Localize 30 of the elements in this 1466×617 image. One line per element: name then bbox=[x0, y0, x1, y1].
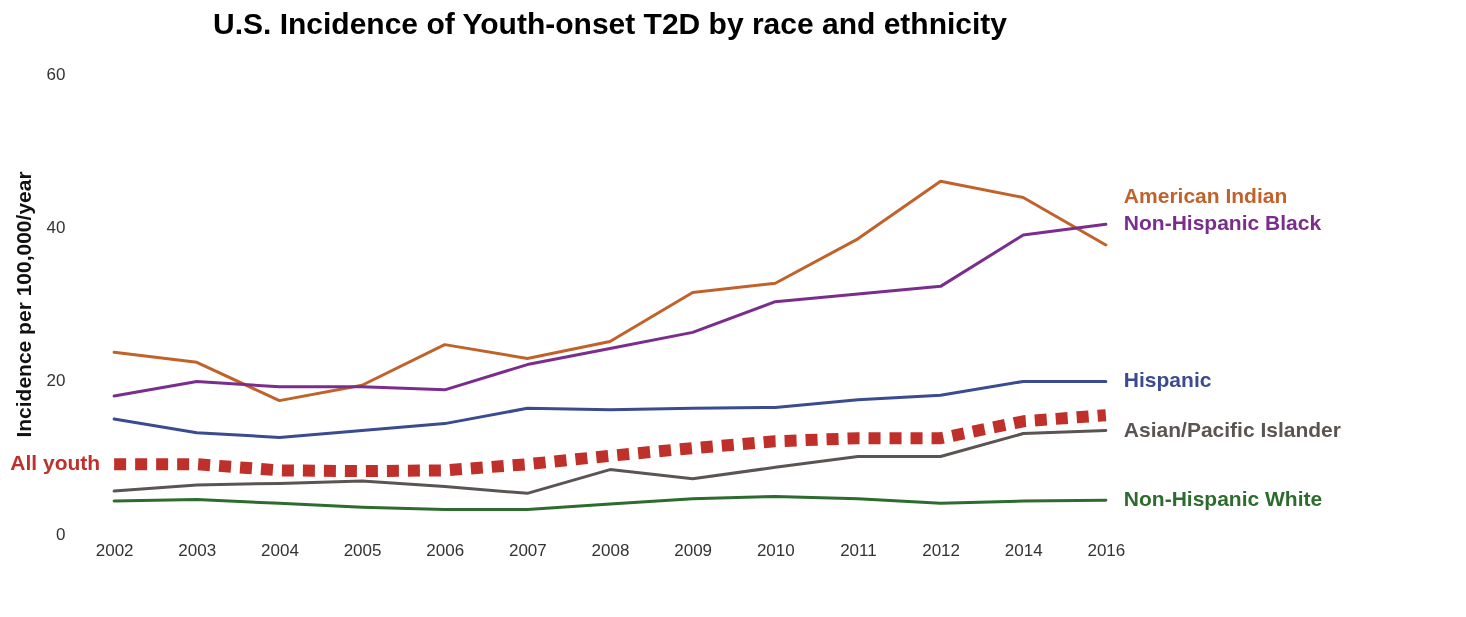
series-label: Asian/Pacific Islander bbox=[1123, 417, 1341, 441]
x-tick-label: 2012 bbox=[922, 540, 960, 560]
chart-title: U.S. Incidence of Youth-onset T2D by race and ethnicity bbox=[212, 7, 1008, 40]
series-label: Hispanic bbox=[1123, 368, 1212, 392]
series-label: American Indian bbox=[1123, 184, 1288, 208]
x-tick-label: 2003 bbox=[178, 540, 217, 560]
y-tick-label: 40 bbox=[46, 217, 66, 237]
line-series bbox=[112, 222, 1108, 398]
y-tick-label: 0 bbox=[56, 524, 66, 544]
x-tick-label: 2002 bbox=[95, 540, 134, 560]
y-axis-title: Incidence per 100,000/year bbox=[11, 171, 35, 438]
line-series bbox=[112, 379, 1108, 439]
x-tick-label: 2009 bbox=[674, 540, 713, 560]
x-tick-label: 2007 bbox=[508, 540, 547, 560]
x-tick-label: 2008 bbox=[591, 540, 630, 560]
series-label: Non-Hispanic Black bbox=[1123, 211, 1322, 235]
x-tick-label: 2005 bbox=[343, 540, 382, 560]
y-tick-label: 20 bbox=[46, 371, 66, 391]
x-tick-label: 2004 bbox=[261, 540, 299, 560]
x-tick-label: 2010 bbox=[756, 540, 795, 560]
x-tick-label: 2011 bbox=[840, 540, 877, 560]
x-tick-label: 2006 bbox=[426, 540, 465, 560]
y-tick-label: 60 bbox=[46, 64, 66, 84]
line-series bbox=[112, 494, 1108, 511]
line-series bbox=[112, 179, 1108, 403]
x-tick-label: 2016 bbox=[1087, 540, 1126, 560]
series-label: Non-Hispanic White bbox=[1123, 487, 1323, 511]
x-tick-label: 2014 bbox=[1004, 540, 1043, 560]
line-series bbox=[112, 429, 1108, 495]
series-label: All youth bbox=[10, 451, 101, 475]
